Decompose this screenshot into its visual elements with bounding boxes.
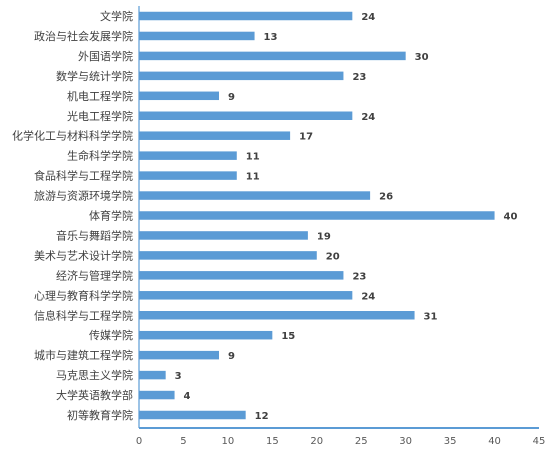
x-tick-label: 10 — [222, 436, 235, 447]
category-label: 美术与艺术设计学院 — [34, 248, 133, 262]
data-label: 26 — [379, 192, 393, 203]
category-label: 食品科学与工程学院 — [34, 169, 133, 183]
value-labels-layer: 24 13 30 23 9 24 17 11 11 26 40 19 20 23 24 31 15 9 34 12 — [175, 12, 518, 422]
category-label: 马克思主义学院 — [56, 368, 133, 382]
bar — [139, 231, 308, 240]
data-label: 20 — [326, 251, 340, 262]
data-label: 15 — [281, 331, 295, 342]
bar — [139, 131, 291, 140]
x-tick-label: 35 — [444, 436, 457, 447]
data-label: 23 — [352, 72, 366, 83]
data-label: 11 — [246, 172, 260, 183]
data-label: 13 — [264, 32, 278, 43]
bar — [139, 111, 353, 120]
data-label: 40 — [504, 212, 518, 223]
x-tick-label: 20 — [310, 436, 323, 447]
data-label: 12 — [255, 411, 269, 422]
bar — [139, 171, 237, 180]
axes-layer: 0 5 10 15 20 25 30 35 40 45 — [136, 6, 546, 447]
bar — [139, 211, 495, 220]
data-label: 19 — [317, 231, 331, 242]
category-label: 心理与教育科学学院 — [34, 288, 133, 302]
data-label: 3 — [175, 371, 182, 382]
bar — [139, 91, 219, 101]
category-label: 体育学院 — [89, 209, 133, 223]
bars-layer — [139, 11, 495, 420]
bar — [139, 350, 219, 360]
category-labels-layer: 文学院政治与社会发展学院外国语学院数学与统计学院机电工程学院光电工程学院化学化工… — [12, 9, 133, 422]
category-label: 化学化工与材料科学学院 — [12, 129, 133, 143]
data-label: 24 — [361, 291, 375, 302]
category-label: 音乐与舞蹈学院 — [56, 228, 133, 242]
x-tick-label: 5 — [180, 436, 186, 447]
bar — [139, 311, 415, 320]
category-label: 信息科学与工程学院 — [34, 308, 133, 322]
bar — [139, 410, 246, 420]
bar — [139, 51, 406, 61]
x-tick-label: 30 — [399, 436, 412, 447]
category-label: 旅游与资源环境学院 — [34, 189, 133, 203]
data-label: 24 — [361, 12, 375, 23]
data-label: 23 — [352, 271, 366, 282]
category-label: 经济与管理学院 — [56, 268, 133, 282]
bar — [139, 71, 344, 81]
category-label: 光电工程学院 — [67, 109, 133, 123]
data-label: 4 — [184, 391, 191, 402]
bar — [139, 11, 353, 21]
data-label: 24 — [361, 112, 375, 123]
data-label: 9 — [228, 351, 235, 362]
bar — [139, 370, 166, 380]
category-label: 数学与统计学院 — [56, 69, 133, 83]
bar — [139, 191, 371, 200]
bar — [139, 251, 317, 260]
category-label: 文学院 — [100, 9, 133, 23]
x-tick-label: 15 — [266, 436, 279, 447]
data-label: 30 — [415, 52, 429, 63]
data-label: 17 — [299, 132, 313, 143]
bar — [139, 31, 255, 41]
category-label: 机电工程学院 — [67, 89, 133, 103]
category-label: 外国语学院 — [78, 49, 133, 63]
x-tick-label: 0 — [136, 436, 142, 447]
x-tick-label: 45 — [533, 436, 546, 447]
bar — [139, 390, 175, 400]
data-label: 31 — [424, 311, 438, 322]
x-tick-label: 25 — [355, 436, 368, 447]
bar — [139, 271, 344, 280]
category-label: 大学英语教学部 — [56, 388, 133, 402]
data-label: 9 — [228, 92, 235, 103]
x-tick-label: 40 — [488, 436, 501, 447]
category-label: 初等教育学院 — [67, 408, 133, 422]
bar — [139, 151, 237, 160]
category-label: 生命科学学院 — [67, 149, 133, 163]
data-label: 11 — [246, 152, 260, 163]
bar — [139, 291, 353, 300]
category-label: 城市与建筑工程学院 — [34, 348, 133, 362]
category-label: 传媒学院 — [89, 328, 133, 342]
category-label: 政治与社会发展学院 — [34, 29, 133, 43]
bar — [139, 330, 273, 340]
